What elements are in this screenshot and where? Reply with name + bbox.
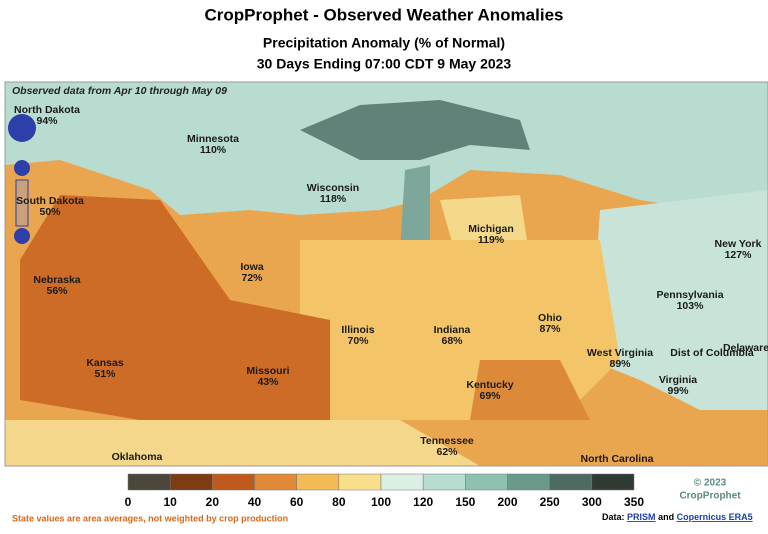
state-value: 51% — [94, 368, 116, 380]
state-value: 72% — [241, 272, 263, 284]
zoom-slider[interactable] — [15, 179, 29, 227]
state-name: Nebraska — [33, 274, 80, 286]
legend-swatch — [296, 473, 340, 491]
brand: CropProphet — [679, 491, 741, 502]
region-plains — [20, 195, 330, 430]
state-name: Kansas — [86, 357, 124, 369]
source: Data: PRISM and Copernicus ERA5 — [602, 512, 753, 522]
disclaimer: State values are area averages, not weig… — [12, 513, 288, 523]
state-name: Iowa — [240, 261, 263, 273]
legend-tick-label: 120 — [413, 495, 433, 509]
legend-tick-label: 300 — [582, 495, 602, 509]
state-value: 110% — [200, 144, 227, 156]
region-east — [590, 190, 768, 410]
zoom-in[interactable] — [14, 160, 30, 176]
legend-tick-label: 200 — [497, 495, 517, 509]
legend-swatch — [169, 473, 213, 491]
state-name: Kentucky — [466, 379, 513, 391]
legend-tick-label: 250 — [540, 495, 560, 509]
state-name: South Dakota — [16, 195, 84, 207]
legend-tick-label: 0 — [125, 495, 132, 509]
source-link[interactable]: PRISM — [627, 512, 656, 522]
state-name: Virginia — [659, 374, 697, 386]
legend-tick-label: 350 — [624, 495, 644, 509]
legend-swatch — [422, 473, 466, 491]
state-value: 119% — [478, 234, 505, 246]
state-name: Oklahoma — [112, 451, 163, 463]
state-name: Michigan — [468, 223, 514, 235]
legend-swatch — [127, 473, 171, 491]
state-name: New York — [715, 238, 762, 250]
state-name: Illinois — [341, 324, 374, 336]
legend-tick-label: 40 — [248, 495, 262, 509]
legend-tick-label: 10 — [163, 495, 177, 509]
state-value: 56% — [46, 285, 68, 297]
state-name: West Virginia — [587, 347, 653, 359]
state-value: 127% — [725, 249, 753, 261]
legend-swatch — [212, 473, 255, 491]
state-name: Indiana — [434, 324, 471, 336]
legend-tick-label: 150 — [455, 495, 475, 509]
legend-swatch — [338, 473, 382, 491]
state-name: Delaware — [723, 342, 768, 354]
copyright: © 2023 — [694, 478, 727, 489]
region-kentucky — [470, 360, 590, 420]
legend-swatch — [591, 473, 635, 491]
state-name: Tennessee — [420, 435, 474, 447]
legend-swatch — [254, 473, 297, 491]
state-value: 68% — [441, 335, 463, 347]
state-value: 94% — [36, 115, 58, 127]
state-value: 43% — [257, 376, 279, 388]
legend-tick-label: 100 — [371, 495, 391, 509]
state-name: Ohio — [538, 312, 562, 324]
state-name: North Carolina — [581, 453, 654, 465]
title: CropProphet - Observed Weather Anomalies — [205, 5, 564, 24]
region-south — [5, 420, 480, 466]
legend: 0 10 20 40 60 80 100 120 150 200 250 300 350 — [115, 468, 647, 514]
state-value: 87% — [539, 323, 561, 335]
state-name: Wisconsin — [307, 182, 359, 194]
state-value: 99% — [667, 385, 689, 397]
legend-swatch — [465, 473, 508, 491]
lake-superior-area — [300, 100, 530, 160]
source-prefix: Data: — [602, 512, 625, 522]
zoom-controls — [8, 114, 36, 244]
map-note: Observed data from Apr 10 through May 09 — [12, 85, 227, 97]
state-value: 50% — [39, 206, 61, 218]
legend-tick-label: 80 — [332, 495, 346, 509]
state-name: North Dakota — [14, 104, 80, 116]
state-name: Missouri — [246, 365, 289, 377]
zoom-out[interactable] — [14, 228, 30, 244]
legend-tick-label: 20 — [206, 495, 220, 509]
legend-swatch — [507, 473, 550, 491]
state-value: 103% — [677, 300, 705, 312]
map-frame — [4, 81, 768, 467]
state-name: Pennsylvania — [656, 289, 723, 301]
state-value: 69% — [479, 390, 501, 402]
state-name: Minnesota — [187, 133, 239, 145]
map — [4, 81, 768, 467]
state-value: 62% — [436, 446, 458, 458]
legend-tick-label: 60 — [290, 495, 304, 509]
state-value: 89% — [609, 358, 631, 370]
legend-swatch — [380, 473, 424, 491]
state-name: Dist of Columbia — [670, 347, 754, 359]
state-value: 118% — [320, 193, 347, 205]
subtitle: Precipitation Anomaly (% of Normal) — [263, 35, 505, 51]
source-link[interactable]: Copernicus ERA5 — [677, 512, 753, 522]
period: 30 Days Ending 07:00 CDT 9 May 2023 — [257, 56, 512, 72]
legend-swatch — [549, 473, 593, 491]
state-value: 70% — [347, 335, 369, 347]
pan-control[interactable] — [8, 114, 36, 142]
source-and: and — [658, 512, 674, 522]
